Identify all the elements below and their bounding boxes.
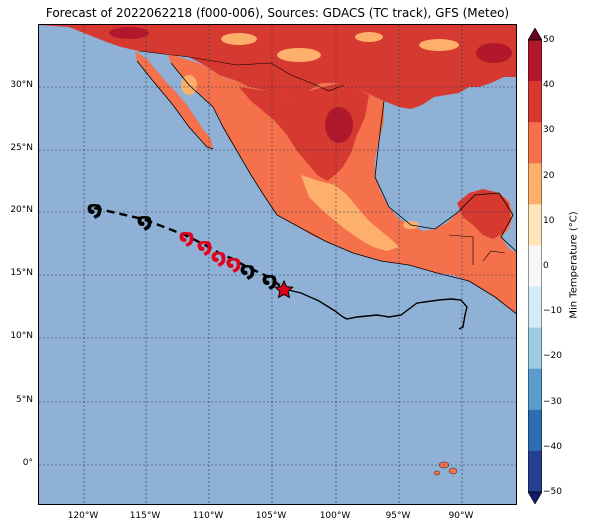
colorbar-segments bbox=[528, 28, 542, 504]
hurricane-icon: ໑ bbox=[179, 225, 194, 249]
colorbar-tick-label: 10 bbox=[543, 215, 555, 226]
colorbar-segment bbox=[528, 286, 542, 329]
hurricane-icon: ໑ bbox=[226, 251, 241, 275]
lat-label: 20°N bbox=[10, 205, 33, 215]
colorbar-tick-label: 30 bbox=[543, 125, 555, 136]
colorbar-tick-label: −20 bbox=[543, 351, 562, 362]
current-position-star bbox=[274, 279, 294, 299]
colorbar-segment bbox=[528, 40, 542, 82]
colorbar-tick-label: 20 bbox=[543, 170, 555, 181]
tropical-cyclone-icon: ໑ bbox=[87, 197, 102, 221]
lon-label: 105°W bbox=[255, 511, 287, 521]
colorbar-tick-label: 50 bbox=[543, 35, 555, 45]
land-baja-california bbox=[135, 51, 213, 149]
land-mexico bbox=[167, 53, 516, 314]
hurricane-icon: ໑ bbox=[197, 234, 212, 258]
observed-track bbox=[283, 288, 468, 330]
gridlines bbox=[39, 25, 516, 504]
colorbar-tick-label: −30 bbox=[543, 396, 562, 407]
colorbar bbox=[528, 28, 542, 504]
lat-label: 30°N bbox=[10, 80, 33, 90]
lon-label: 110°W bbox=[192, 511, 224, 521]
lon-label: 95°W bbox=[385, 511, 411, 521]
colorbar-label: Min Temperature (°C) bbox=[568, 211, 580, 319]
land-hot-speckles bbox=[109, 27, 512, 143]
lon-label: 115°W bbox=[129, 511, 161, 521]
map-panel[interactable]: ໑ ໑ ໑ ໑ ໑ ໑ ໑ ໑ bbox=[38, 24, 517, 505]
track-symbols: ໑ ໑ ໑ ໑ ໑ ໑ ໑ ໑ bbox=[87, 197, 277, 292]
lon-label: 120°W bbox=[67, 511, 99, 521]
lat-label: 25°N bbox=[10, 143, 33, 153]
lon-label: 90°W bbox=[448, 511, 474, 521]
tropical-cyclone-icon: ໑ bbox=[262, 268, 277, 292]
colorbar-segment bbox=[528, 327, 542, 370]
colorbar-segment bbox=[528, 204, 542, 246]
colorbar-tick-label: −40 bbox=[543, 441, 562, 452]
lat-label: 0° bbox=[22, 458, 33, 468]
colorbar-extend-min bbox=[528, 491, 542, 504]
colorbar-segment bbox=[528, 81, 542, 123]
colorbar-extend-max bbox=[528, 28, 542, 41]
colorbar-tick-label: 40 bbox=[543, 80, 555, 91]
tropical-cyclone-icon: ໑ bbox=[240, 258, 255, 282]
land-yucatan bbox=[457, 189, 511, 239]
lat-label: 15°N bbox=[10, 268, 33, 278]
colorbar-segment bbox=[528, 409, 542, 452]
lat-label: 10°N bbox=[10, 331, 33, 341]
hurricane-icon: ໑ bbox=[211, 245, 226, 269]
colorbar-tick-label: −50 bbox=[543, 487, 562, 497]
tropical-cyclone-icon: ໑ bbox=[137, 209, 152, 233]
colorbar-tick-label: 0 bbox=[543, 261, 549, 271]
lon-label: 100°W bbox=[319, 511, 351, 521]
coastline bbox=[136, 60, 516, 314]
map-title: Forecast of 2022062218 (f000-006), Sourc… bbox=[45, 6, 510, 20]
colorbar-outline bbox=[528, 39, 542, 493]
colorbar-segment bbox=[528, 122, 542, 164]
colorbar-segment bbox=[528, 368, 542, 411]
map-canvas: ໑ ໑ ໑ ໑ ໑ ໑ ໑ ໑ bbox=[39, 25, 516, 504]
country-borders bbox=[138, 50, 506, 265]
land-plateau-cool bbox=[301, 175, 399, 251]
colorbar-segment bbox=[528, 245, 542, 288]
colorbar-tick-label: −10 bbox=[543, 306, 562, 317]
lat-label: 5°N bbox=[16, 395, 33, 405]
colorbar-segment bbox=[528, 450, 542, 493]
forecast-track bbox=[93, 206, 285, 290]
colorbar-segment bbox=[528, 163, 542, 205]
land-central-america bbox=[437, 247, 516, 314]
